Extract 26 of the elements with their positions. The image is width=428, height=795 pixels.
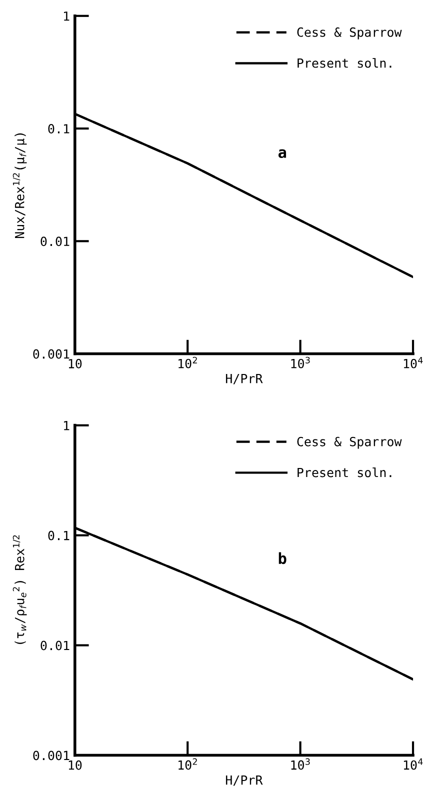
- y-tick-label: 0.001: [33, 349, 70, 359]
- x-tick-label: 10: [68, 358, 82, 368]
- legend-label: Present soln.: [298, 467, 392, 478]
- legend-label: Cess & Sparrow: [297, 27, 402, 40]
- annotation: b: [278, 552, 286, 564]
- y-tick-label: 1: [64, 420, 70, 430]
- x-tick-label: 10: [68, 760, 82, 770]
- x-tick-label: 10$^{4}$: [404, 356, 423, 368]
- text: (τ$_{w}$/ρ$_{f}$u$_{e}$$^{2}$) Rex$^{1/2}$: [12, 535, 27, 644]
- y-tick-label: 0.001: [33, 750, 70, 760]
- x-tick-label: 10$^{2}$: [178, 356, 197, 368]
- y-tick-label: 0.01: [40, 236, 70, 246]
- y-tick-label: 1: [64, 12, 70, 21]
- y-tick-label: 0.1: [48, 124, 70, 134]
- annotation: a: [278, 149, 286, 158]
- legend-label: Present soln.: [298, 58, 392, 68]
- x-tick-label: 10$^{4}$: [404, 758, 423, 770]
- x-tick-label: 10$^{3}$: [291, 758, 310, 770]
- y-tick-label: 0.1: [48, 530, 70, 540]
- y-axis-title: Nux/Rex$^{1/2}$(μ$_{f}$/μ): [12, 133, 27, 238]
- x-tick-label: 10$^{2}$: [178, 758, 197, 770]
- legend-label: Cess & Sparrow: [297, 436, 402, 449]
- y-tick-label: 0.01: [40, 640, 70, 650]
- x-axis-title: H/PrR: [226, 374, 263, 384]
- x-tick-label: 10$^{3}$: [291, 356, 310, 368]
- x-axis-title: H/PrR: [226, 776, 263, 786]
